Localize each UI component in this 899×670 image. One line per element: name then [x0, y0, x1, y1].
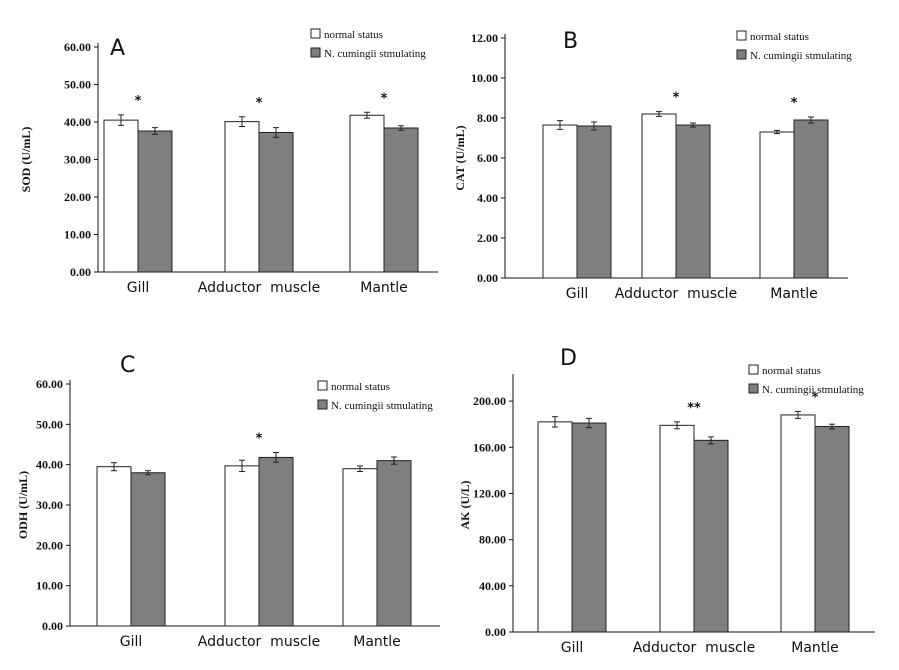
panel-d-category-label: Adductor muscle — [633, 640, 755, 656]
panel-b-legend-swatch — [736, 30, 747, 41]
panel-c-legend-swatch — [317, 380, 328, 391]
panel-c-y-tick-label: 50.00 — [36, 417, 63, 431]
panel-c-legend-label: N. cumingii stmulating — [331, 400, 433, 412]
panel-b-category-label: Adductor muscle — [615, 286, 737, 302]
panel-b-y-tick-label: 4.00 — [477, 191, 498, 205]
panel-b-bar-stimulating-3 — [793, 119, 829, 279]
panel-c-bar-stimulating-3 — [376, 460, 412, 627]
panel-d-bar-stimulating-1 — [571, 422, 607, 633]
panel-a-y-tick-label: 50.00 — [64, 78, 91, 92]
panel-c-category-label: Adductor muscle — [198, 634, 320, 650]
panel-c-bar-normal-3 — [342, 468, 378, 627]
panel-b-y-tick-label: 2.00 — [477, 231, 498, 245]
panel-b-legend-label: N. cumingii stmulating — [750, 50, 852, 62]
panel-b-letter: B — [563, 29, 578, 54]
panel-a-category-label: Adductor muscle — [198, 280, 320, 296]
panel-c-significance-marker: * — [256, 432, 263, 447]
panel-a-significance-marker: * — [256, 96, 263, 111]
panel-c-category-label: Gill — [120, 634, 143, 650]
panel-a-legend-swatch — [310, 28, 321, 39]
panel-c-y-tick-label: 0.00 — [42, 619, 63, 633]
panel-b-y-tick-label: 0.00 — [477, 271, 498, 285]
panel-d-bar-normal-2 — [659, 424, 695, 633]
panel-a-letter: A — [110, 36, 125, 61]
panel-b-bar-normal-1 — [542, 124, 578, 279]
panel-b-y-tick-label: 6.00 — [477, 151, 498, 165]
panel-d-significance-marker: ** — [687, 401, 701, 416]
panel-d-bar-stimulating-2 — [693, 439, 729, 633]
panel-d-legend-swatch — [748, 383, 759, 394]
panel-d-letter: D — [560, 346, 577, 371]
panel-d-legend-label: N. cumingii stmulating — [762, 384, 864, 396]
panel-c-bar-normal-1 — [96, 466, 132, 627]
panel-b-y-tick-label: 8.00 — [477, 111, 498, 125]
panel-a-bar-stimulating-2 — [258, 132, 294, 273]
panel-c-bar-normal-2 — [224, 465, 260, 627]
panel-a-legend-label: N. cumingii stmulating — [324, 48, 426, 60]
panel-d-y-tick-label: 80.00 — [479, 533, 506, 547]
panel-c-legend-swatch — [317, 399, 328, 410]
panel-d-significance-marker: * — [812, 390, 819, 405]
panel-b-significance-marker: * — [791, 96, 798, 111]
panel-d-bar-normal-3 — [780, 414, 816, 633]
panel-b-legend-label: normal status — [750, 31, 809, 43]
panel-a-bar-stimulating-1 — [137, 130, 173, 273]
panel-d-bar-stimulating-3 — [814, 425, 850, 633]
panel-a-bar-normal-3 — [349, 114, 385, 273]
panel-a-y-tick-label: 60.00 — [64, 40, 91, 54]
panel-d-y-tick-label: 40.00 — [479, 579, 506, 593]
panel-a-y-tick-label: 10.00 — [64, 228, 91, 242]
panel-a-y-tick-label: 20.00 — [64, 190, 91, 204]
panel-d-legend-label: normal status — [762, 365, 821, 377]
panel-d-y-tick-label: 160.00 — [473, 440, 506, 454]
panel-a-y-axis-label: SOD (U/mL) — [19, 127, 33, 193]
panel-b-y-tick-label: 10.00 — [471, 71, 498, 85]
panel-c-y-tick-label: 60.00 — [36, 377, 63, 391]
panel-a-bar-stimulating-3 — [383, 127, 419, 273]
panel-c-y-tick-label: 30.00 — [36, 498, 63, 512]
panel-c-y-tick-label: 20.00 — [36, 538, 63, 552]
panel-a-bar-normal-1 — [103, 119, 139, 273]
panel-b-y-axis-label: CAT (U/mL) — [453, 125, 467, 190]
panel-c-category-label: Mantle — [353, 634, 401, 650]
panel-d-y-tick-label: 120.00 — [473, 486, 506, 500]
panel-a-significance-marker: * — [135, 94, 142, 109]
panel-c-letter: C — [120, 353, 135, 378]
panel-c-bar-stimulating-1 — [130, 472, 166, 627]
panel-a-y-tick-label: 40.00 — [64, 115, 91, 129]
panel-d-bar-normal-1 — [537, 421, 573, 633]
panel-a-category-label: Gill — [127, 280, 150, 296]
panel-c-legend-label: normal status — [331, 381, 390, 393]
panel-a-category-label: Mantle — [360, 280, 408, 296]
panel-d-y-axis-label: AK (U/L) — [458, 481, 472, 530]
panel-c-y-axis-label: ODH (U/mL) — [16, 471, 30, 539]
panel-b-bar-stimulating-1 — [576, 125, 612, 279]
panel-b-category-label: Mantle — [770, 286, 818, 302]
panel-c-y-tick-label: 40.00 — [36, 458, 63, 472]
panel-c-bar-stimulating-2 — [258, 456, 294, 627]
panel-a-y-tick-label: 0.00 — [70, 265, 91, 279]
panel-b-legend-swatch — [736, 49, 747, 60]
panel-d-y-tick-label: 200.00 — [473, 394, 506, 408]
panel-b-y-tick-label: 12.00 — [471, 31, 498, 45]
panel-c-y-tick-label: 10.00 — [36, 579, 63, 593]
panel-d-category-label: Gill — [561, 640, 584, 656]
panel-b-bar-stimulating-2 — [675, 124, 711, 279]
panel-d-category-label: Mantle — [791, 640, 839, 656]
panel-b-bar-normal-2 — [641, 113, 677, 279]
panel-d-legend-swatch — [748, 364, 759, 375]
panel-b-category-label: Gill — [566, 286, 589, 302]
panel-b-bar-normal-3 — [759, 131, 795, 279]
panel-a-significance-marker: * — [381, 91, 388, 106]
panel-d-y-tick-label: 0.00 — [485, 625, 506, 639]
panel-b-significance-marker: * — [673, 91, 680, 106]
panel-a-legend-label: normal status — [324, 29, 383, 41]
panel-a-y-tick-label: 30.00 — [64, 153, 91, 167]
panel-a-bar-normal-2 — [224, 121, 260, 273]
panel-a-legend-swatch — [310, 47, 321, 58]
